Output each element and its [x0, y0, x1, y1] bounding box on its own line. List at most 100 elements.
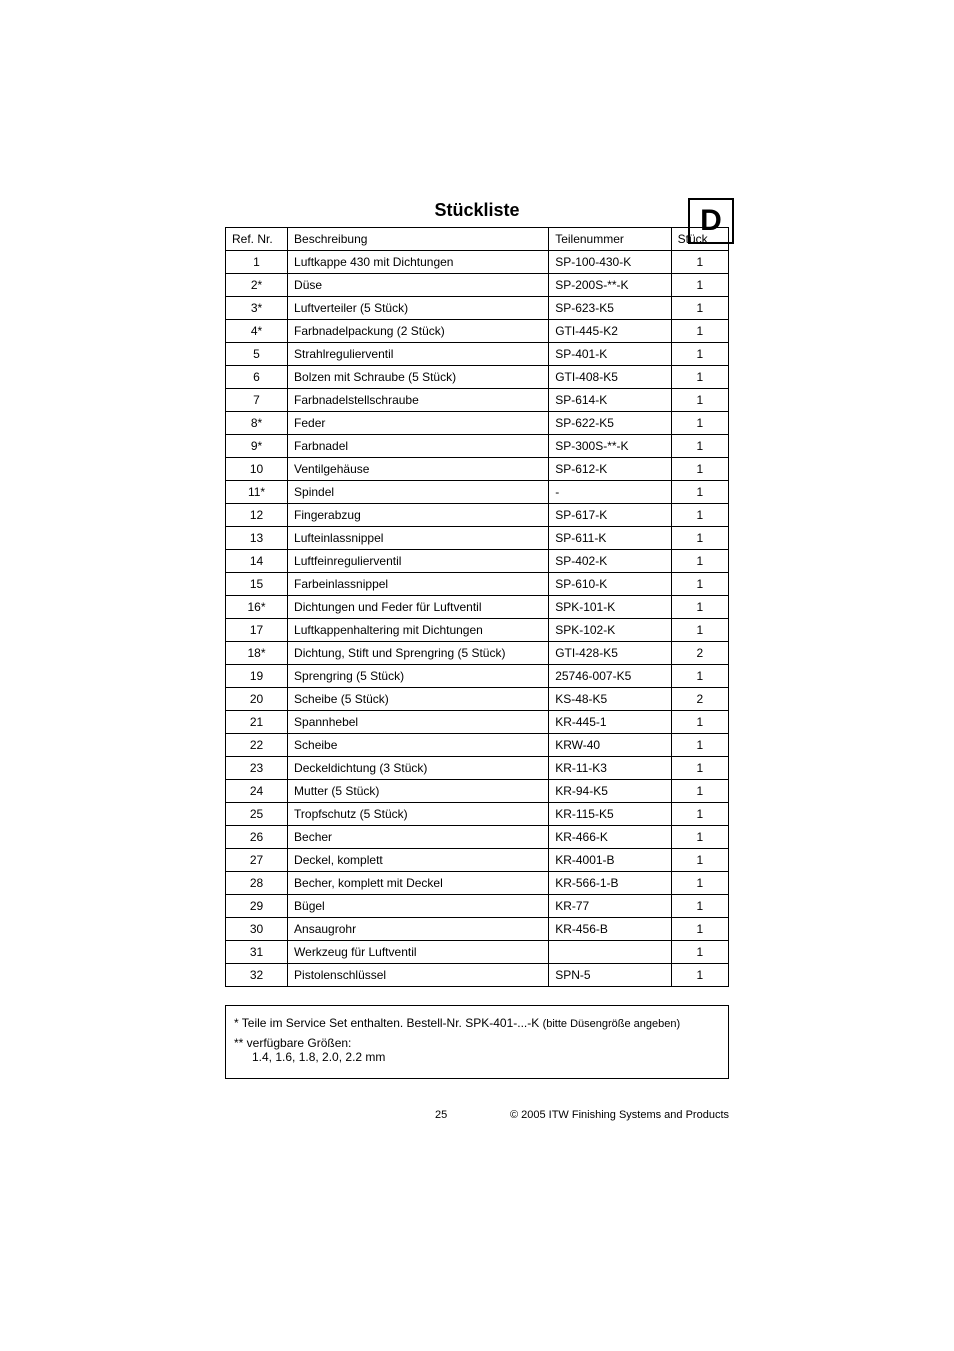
header-desc: Beschreibung [288, 228, 549, 251]
table-row: 27Deckel, komplettKR-4001-B1 [226, 849, 729, 872]
cell-desc: Dichtungen und Feder für Luftventil [288, 596, 549, 619]
cell-ref: 5 [226, 343, 288, 366]
cell-part: SP-623-K5 [549, 297, 671, 320]
cell-qty: 1 [671, 435, 728, 458]
table-row: 13LufteinlassnippelSP-611-K1 [226, 527, 729, 550]
cell-desc: Farbnadelstellschraube [288, 389, 549, 412]
table-row: 8*FederSP-622-K51 [226, 412, 729, 435]
copyright-text: © 2005 ITW Finishing Systems and Product… [510, 1109, 729, 1121]
table-row: 18*Dichtung, Stift und Sprengring (5 Stü… [226, 642, 729, 665]
cell-qty: 1 [671, 458, 728, 481]
cell-ref: 22 [226, 734, 288, 757]
cell-part: KR-77 [549, 895, 671, 918]
cell-desc: Bolzen mit Schraube (5 Stück) [288, 366, 549, 389]
cell-qty: 1 [671, 550, 728, 573]
cell-ref: 13 [226, 527, 288, 550]
cell-ref: 30 [226, 918, 288, 941]
cell-ref: 9* [226, 435, 288, 458]
cell-ref: 32 [226, 964, 288, 987]
page-number: 25 [435, 1109, 447, 1121]
cell-desc: Fingerabzug [288, 504, 549, 527]
cell-qty: 1 [671, 366, 728, 389]
cell-ref: 7 [226, 389, 288, 412]
cell-ref: 27 [226, 849, 288, 872]
cell-part: SP-614-K [549, 389, 671, 412]
cell-qty: 1 [671, 274, 728, 297]
table-row: 22ScheibeKRW-401 [226, 734, 729, 757]
table-row: 23Deckeldichtung (3 Stück)KR-11-K31 [226, 757, 729, 780]
cell-desc: Pistolenschlüssel [288, 964, 549, 987]
cell-desc: Luftverteiler (5 Stück) [288, 297, 549, 320]
cell-ref: 14 [226, 550, 288, 573]
parts-table: Ref. Nr. Beschreibung Teilenummer Stück … [225, 227, 729, 987]
cell-ref: 21 [226, 711, 288, 734]
table-row: 4*Farbnadelpackung (2 Stück)GTI-445-K21 [226, 320, 729, 343]
cell-qty: 2 [671, 642, 728, 665]
note-star1-small: (bitte Düsengröße angeben) [543, 1018, 681, 1030]
cell-part: SPK-102-K [549, 619, 671, 642]
cell-desc: Becher, komplett mit Deckel [288, 872, 549, 895]
cell-part: - [549, 481, 671, 504]
cell-qty: 1 [671, 343, 728, 366]
table-header-row: Ref. Nr. Beschreibung Teilenummer Stück [226, 228, 729, 251]
table-row: 16*Dichtungen und Feder für LuftventilSP… [226, 596, 729, 619]
cell-part: SP-612-K [549, 458, 671, 481]
table-row: 10VentilgehäuseSP-612-K1 [226, 458, 729, 481]
cell-part: SP-402-K [549, 550, 671, 573]
header-part: Teilenummer [549, 228, 671, 251]
cell-desc: Ansaugrohr [288, 918, 549, 941]
cell-qty: 1 [671, 251, 728, 274]
cell-ref: 23 [226, 757, 288, 780]
cell-ref: 18* [226, 642, 288, 665]
cell-part: KR-94-K5 [549, 780, 671, 803]
cell-part: SP-617-K [549, 504, 671, 527]
cell-ref: 16* [226, 596, 288, 619]
table-row: 7FarbnadelstellschraubeSP-614-K1 [226, 389, 729, 412]
cell-desc: Dichtung, Stift und Sprengring (5 Stück) [288, 642, 549, 665]
cell-desc: Farbnadelpackung (2 Stück) [288, 320, 549, 343]
cell-part: GTI-445-K2 [549, 320, 671, 343]
note-service-set: * Teile im Service Set enthalten. Bestel… [234, 1016, 720, 1030]
cell-qty: 1 [671, 481, 728, 504]
cell-part [549, 941, 671, 964]
cell-desc: Farbnadel [288, 435, 549, 458]
table-row: 2*DüseSP-200S-**-K1 [226, 274, 729, 297]
table-row: 25Tropfschutz (5 Stück)KR-115-K51 [226, 803, 729, 826]
cell-desc: Feder [288, 412, 549, 435]
cell-qty: 1 [671, 665, 728, 688]
cell-qty: 1 [671, 895, 728, 918]
cell-ref: 6 [226, 366, 288, 389]
cell-ref: 20 [226, 688, 288, 711]
cell-part: KR-456-B [549, 918, 671, 941]
cell-desc: Luftkappenhaltering mit Dichtungen [288, 619, 549, 642]
note-sizes-values: 1.4, 1.6, 1.8, 2.0, 2.2 mm [234, 1050, 720, 1064]
cell-ref: 19 [226, 665, 288, 688]
cell-qty: 1 [671, 504, 728, 527]
table-row: 1Luftkappe 430 mit DichtungenSP-100-430-… [226, 251, 729, 274]
cell-part: KR-466-K [549, 826, 671, 849]
cell-desc: Mutter (5 Stück) [288, 780, 549, 803]
cell-ref: 2* [226, 274, 288, 297]
cell-ref: 25 [226, 803, 288, 826]
table-row: 5StrahlregulierventilSP-401-K1 [226, 343, 729, 366]
table-row: 6Bolzen mit Schraube (5 Stück)GTI-408-K5… [226, 366, 729, 389]
cell-qty: 1 [671, 596, 728, 619]
cell-desc: Strahlregulierventil [288, 343, 549, 366]
cell-desc: Lufteinlassnippel [288, 527, 549, 550]
table-row: 15FarbeinlassnippelSP-610-K1 [226, 573, 729, 596]
cell-qty: 1 [671, 412, 728, 435]
cell-desc: Bügel [288, 895, 549, 918]
cell-part: SP-100-430-K [549, 251, 671, 274]
cell-ref: 24 [226, 780, 288, 803]
cell-desc: Scheibe (5 Stück) [288, 688, 549, 711]
table-row: 29BügelKR-771 [226, 895, 729, 918]
page-footer: 25 © 2005 ITW Finishing Systems and Prod… [225, 1109, 729, 1121]
cell-part: KR-4001-B [549, 849, 671, 872]
cell-ref: 1 [226, 251, 288, 274]
cell-qty: 1 [671, 619, 728, 642]
cell-part: SP-401-K [549, 343, 671, 366]
cell-part: SP-610-K [549, 573, 671, 596]
cell-desc: Düse [288, 274, 549, 297]
page-title: Stückliste [0, 200, 954, 221]
cell-qty: 1 [671, 757, 728, 780]
